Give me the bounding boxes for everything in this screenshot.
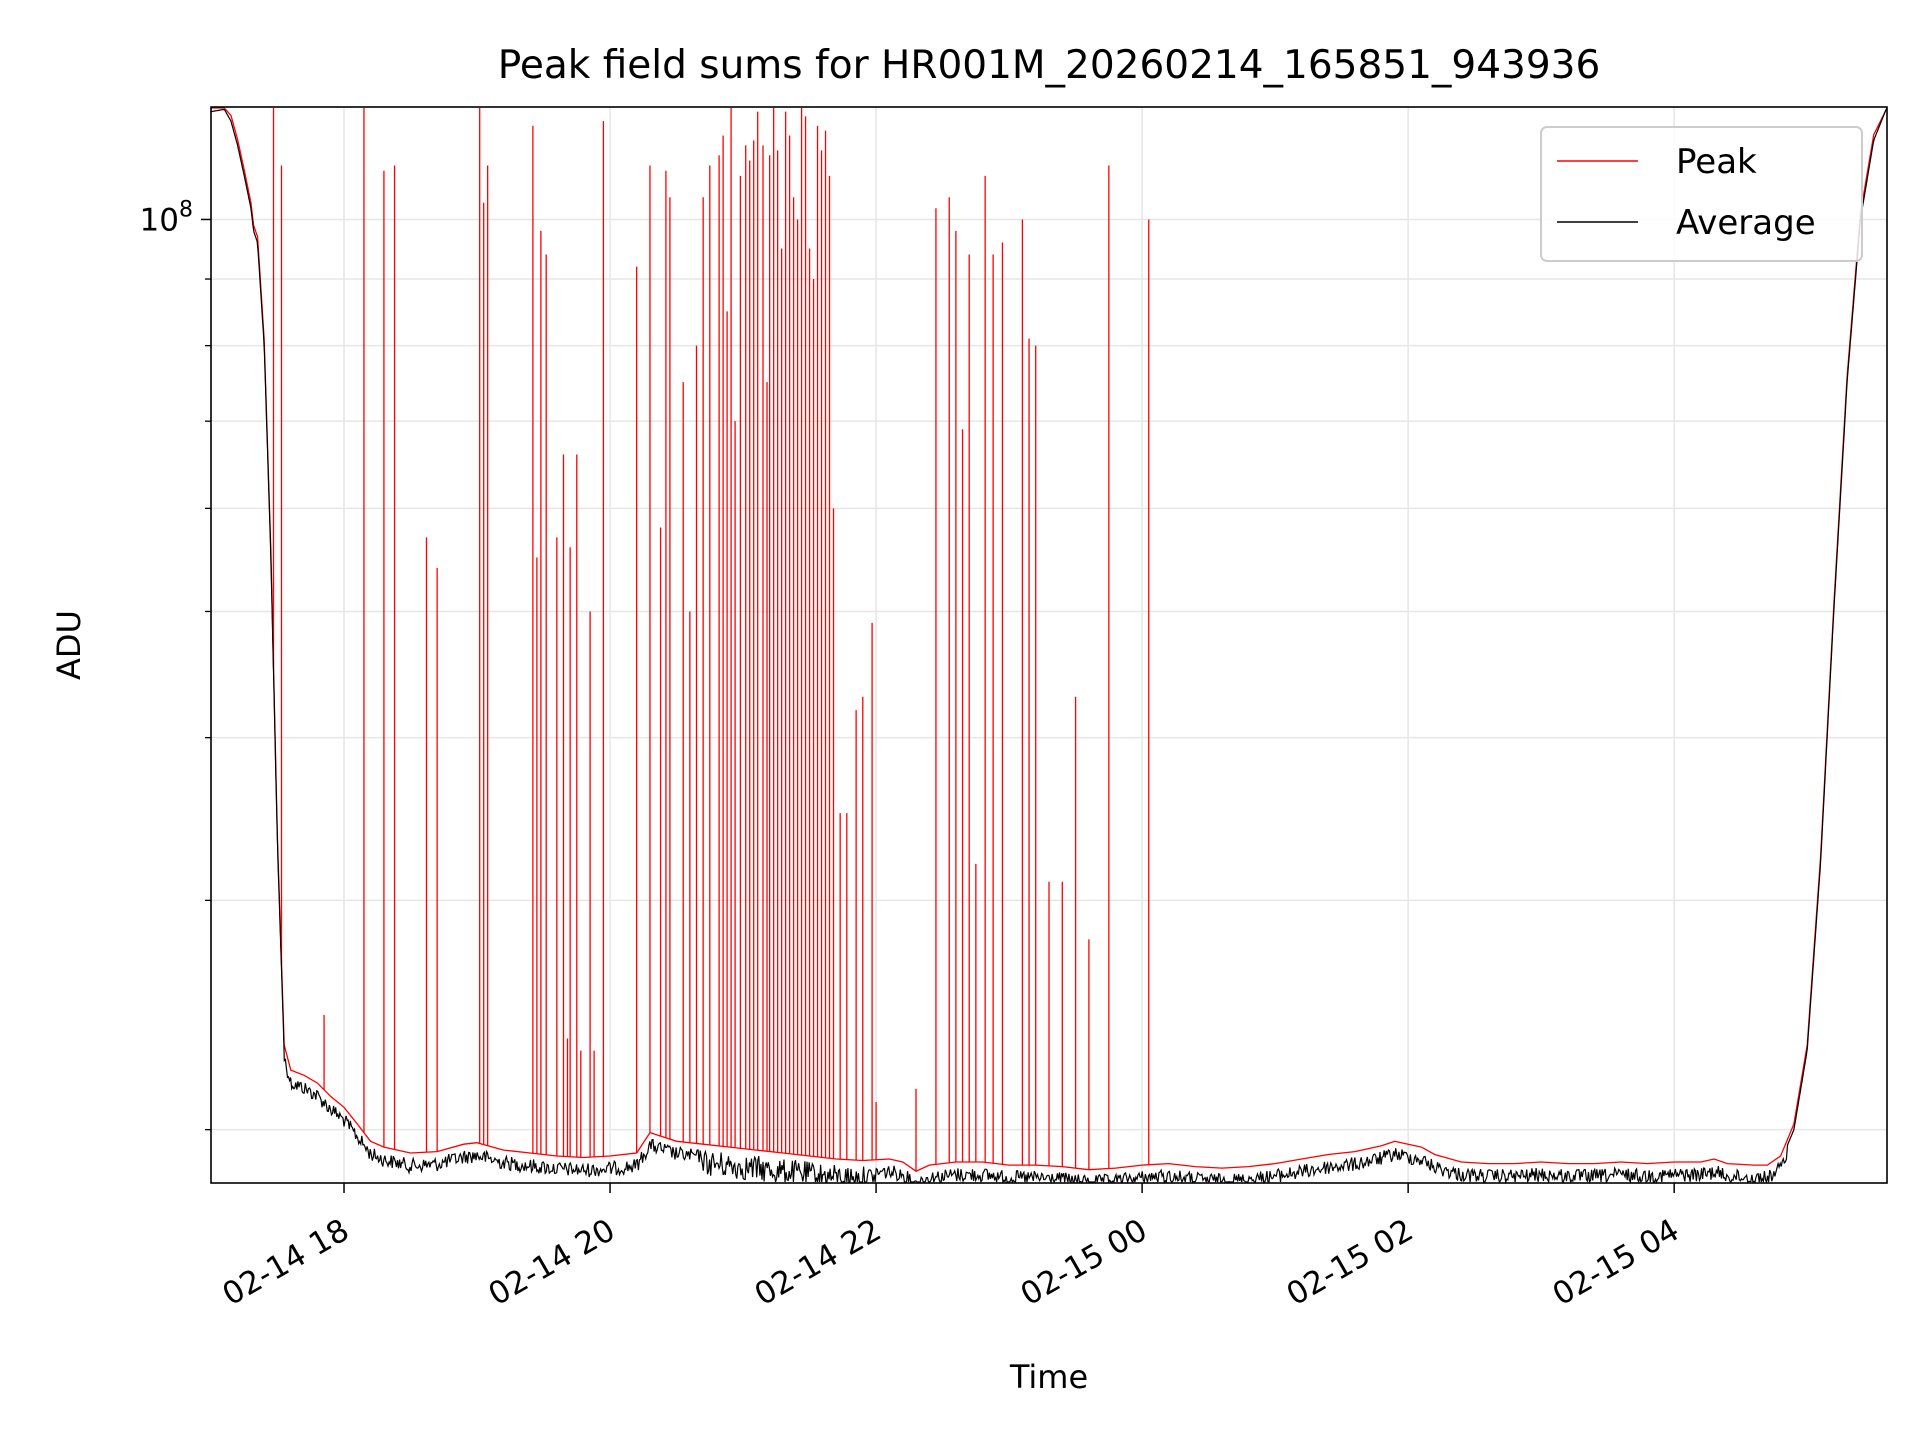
average-series-line [210, 107, 1888, 1185]
legend-average-label: Average [1676, 203, 1816, 243]
peak-series-line [211, 107, 1888, 1172]
chart-title: Peak field sums for HR001M_20260214_1658… [498, 43, 1601, 88]
peak-series-layer [211, 107, 1888, 1172]
y-ticks: 108 [140, 197, 211, 1131]
legend-peak-label: Peak [1676, 142, 1757, 182]
y-tick-label-base: 10 [140, 202, 179, 238]
y-tick-label-0: 108 [140, 197, 193, 238]
plot-frame [210, 106, 1888, 1184]
y-tick-label-exponent: 8 [179, 197, 193, 222]
x-axis-label: Time [1009, 1358, 1088, 1396]
y-axis-label: ADU [50, 610, 88, 680]
legend: Peak Average [1540, 126, 1863, 262]
average-series-layer [210, 107, 1888, 1185]
